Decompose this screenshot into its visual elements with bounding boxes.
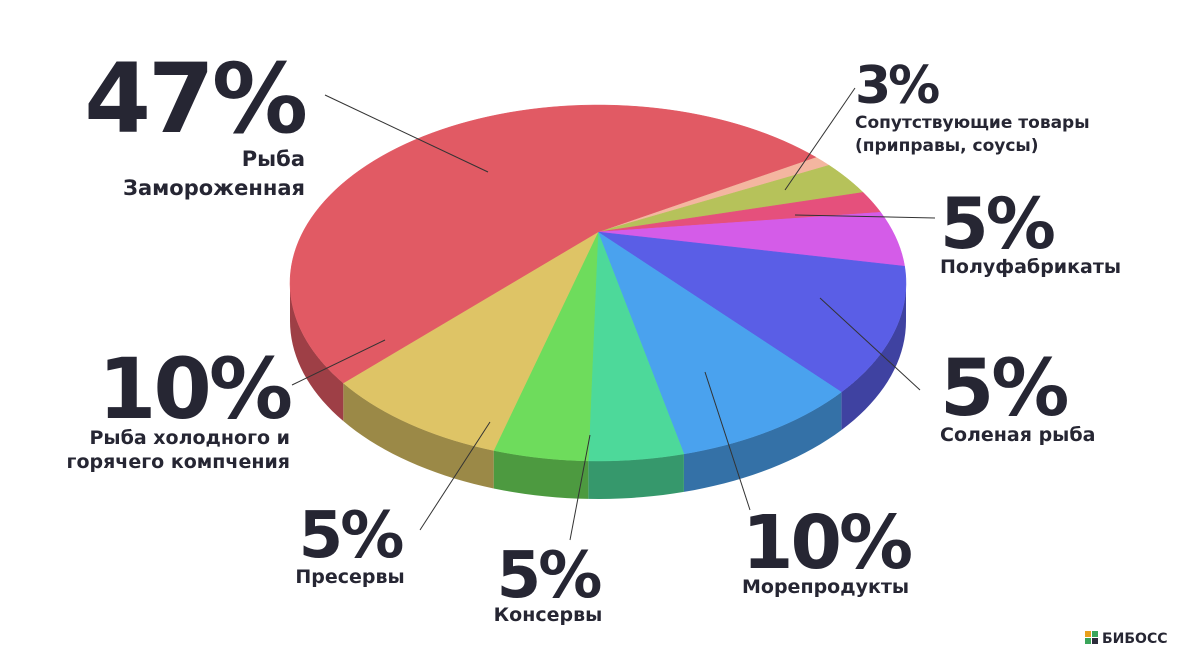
slice-label: (приправы, соусы) [855, 136, 1039, 156]
logo: БИБОСС [1085, 631, 1168, 647]
slice-side [588, 453, 684, 499]
leader-line [819, 297, 921, 391]
value-label: 5% [497, 539, 602, 613]
value-label: 10% [98, 340, 291, 438]
value-label: 3% [855, 56, 939, 116]
leader-line [794, 214, 936, 219]
slice-label: Рыба [242, 147, 305, 171]
slice-label: Полуфабрикаты [940, 256, 1121, 278]
leader-line [784, 87, 856, 191]
slice-side [493, 450, 589, 499]
slice-side [290, 283, 344, 422]
leader-line [569, 434, 591, 541]
leader-line [419, 421, 491, 531]
leader-line [291, 339, 386, 386]
value-label: 5% [940, 344, 1067, 434]
slice-label: Консервы [494, 604, 603, 626]
slice-label: Морепродукты [742, 576, 909, 598]
slice [289, 104, 817, 384]
slice [597, 231, 842, 455]
slice-side [841, 283, 906, 431]
slice-label: Замороженная [123, 176, 305, 200]
slice-label: горячего компчения [67, 451, 290, 473]
brand: БИБОСС [1102, 631, 1168, 647]
value-label: 10% [742, 500, 911, 586]
leader-line [324, 94, 489, 173]
slice [493, 231, 599, 462]
slice-label: Пресервы [295, 566, 404, 588]
slice-label: Сопутствующие товары [855, 113, 1090, 133]
slice-side [683, 392, 842, 492]
value-label: 5% [940, 183, 1054, 265]
leader-line [704, 371, 751, 511]
slice [597, 231, 907, 393]
slice [342, 231, 599, 451]
slice [597, 165, 864, 233]
slice-label: Соленая рыба [940, 424, 1095, 446]
value-label: 5% [299, 499, 404, 573]
slice [588, 231, 685, 462]
slice-label: Рыба холодного и [89, 427, 290, 449]
value-label: 47% [84, 43, 306, 155]
